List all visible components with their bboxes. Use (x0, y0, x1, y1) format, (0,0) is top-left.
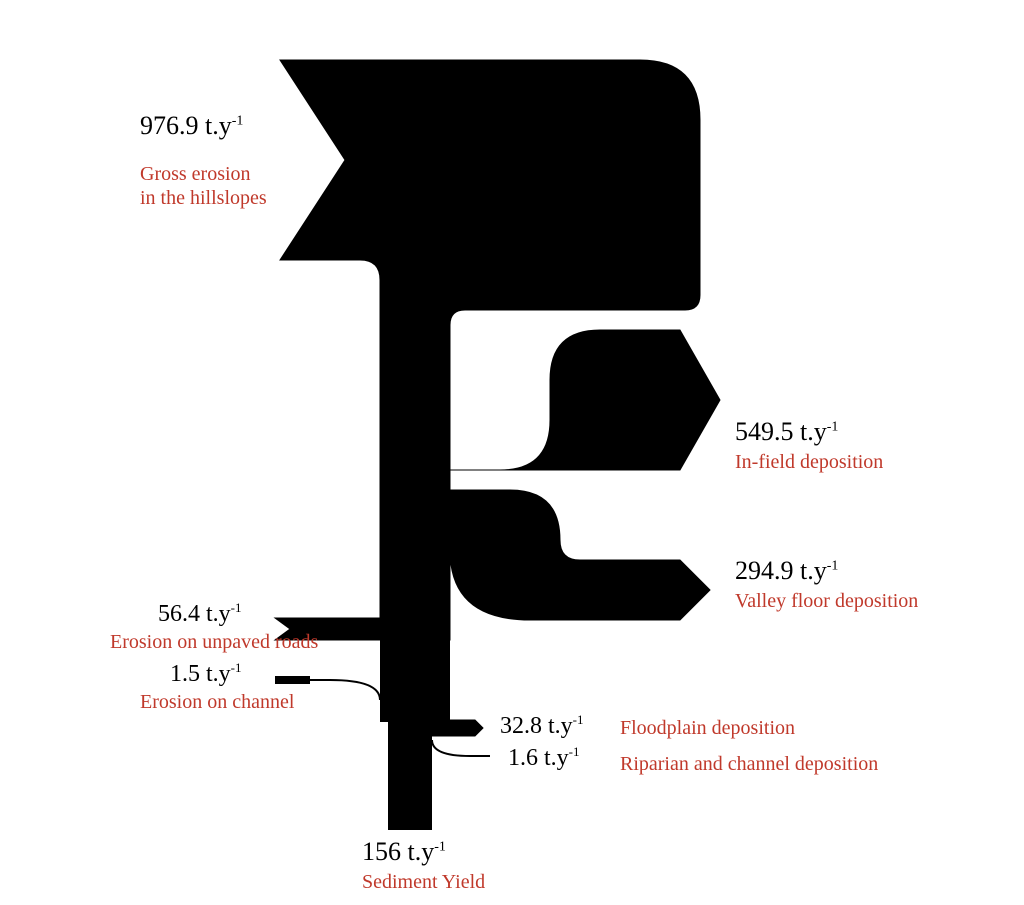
value-infield-deposition: 549.5 t.y-1 (735, 416, 838, 447)
value-floodplain-deposition: 32.8 t.y-1 (500, 712, 584, 741)
flow-riparian-deposition (432, 740, 490, 756)
value-valley-deposition: 294.9 t.y-1 (735, 555, 838, 586)
label-gross-erosion: Gross erosion in the hillslopes (140, 162, 267, 210)
value-erosion-channel: 1.5 t.y-1 (170, 660, 242, 689)
trunk-fill-upper (380, 310, 450, 650)
label-infield-deposition: In-field deposition (735, 450, 883, 474)
label-sediment-yield: Sediment Yield (362, 870, 485, 894)
label-valley-deposition: Valley floor deposition (735, 589, 918, 613)
label-riparian-deposition: Riparian and channel deposition (620, 752, 878, 776)
label-floodplain-deposition: Floodplain deposition (620, 716, 795, 740)
value-erosion-unpaved: 56.4 t.y-1 (158, 600, 242, 629)
value-sediment-yield: 156 t.y-1 (362, 836, 446, 867)
flow-erosion-channel-tail (275, 676, 310, 684)
trunk-lower (388, 718, 432, 830)
value-riparian-deposition: 1.6 t.y-1 (508, 744, 580, 773)
label-erosion-unpaved: Erosion on unpaved roads (110, 630, 318, 654)
trunk-bridge (380, 700, 450, 722)
value-gross-erosion: 976.9 t.y-1 (140, 110, 243, 141)
flow-valley-deposition (450, 490, 710, 620)
flow-infield-deposition (450, 325, 720, 470)
label-erosion-channel: Erosion on channel (140, 690, 294, 714)
